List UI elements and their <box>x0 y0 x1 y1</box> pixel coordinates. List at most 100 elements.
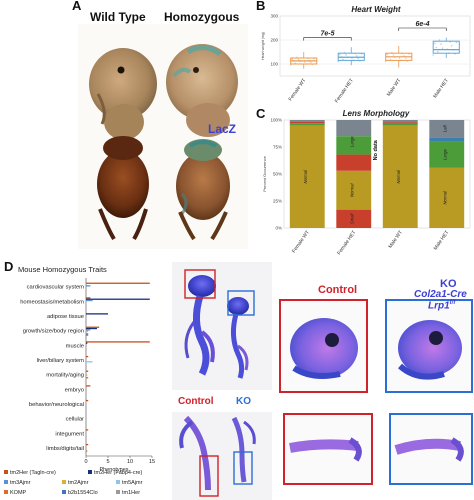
segment-label: Left <box>443 124 448 132</box>
data-point <box>432 54 434 56</box>
data-point <box>342 58 344 61</box>
segment-label: Large <box>443 149 448 160</box>
segment-label: Large <box>350 136 355 147</box>
bar <box>86 285 91 287</box>
bar <box>86 298 150 300</box>
data-point <box>405 57 407 60</box>
bar-segment <box>429 167 465 228</box>
bar-segment <box>336 136 372 147</box>
x-tick-label: Female WT <box>291 230 311 255</box>
limb-photo <box>179 415 256 497</box>
bar <box>86 370 89 372</box>
ko-label-top-3: Lrp1f/f <box>428 300 455 311</box>
x-tick-label: Female HET <box>336 230 357 256</box>
lens-morphology-chart: Lens Morphology Percent Occurrence 0% 25%… <box>262 109 471 256</box>
significance-bracket <box>303 37 352 41</box>
legend-swatch <box>4 490 8 494</box>
ko-limb-zoom-photo <box>394 437 464 462</box>
bar <box>86 355 89 358</box>
y-tick-label: 100% <box>270 118 282 123</box>
y-tick-label: 100 <box>270 62 278 67</box>
data-point <box>389 58 392 61</box>
ko-genotype-superscript: f/f <box>449 300 456 306</box>
category-label: adipose tissue <box>47 314 84 320</box>
x-tick-label: Male HET <box>432 78 450 100</box>
x-tick-label: 5 <box>106 459 109 465</box>
homozygous-lacz-photo <box>176 139 230 241</box>
control-label-top: Control <box>318 284 358 296</box>
y-tick-label: 200 <box>270 38 278 43</box>
segment-label: Normal <box>443 190 448 205</box>
data-point <box>441 47 444 49</box>
chart-title: Mouse Homozygous Traits <box>18 265 107 274</box>
data-point <box>392 54 395 56</box>
legend-label: KOMP <box>10 490 27 496</box>
legend-label: tm2Her (Tagln-cre) <box>10 470 56 476</box>
category-label: cardiovascular system <box>27 285 85 291</box>
category-label: homeostasis/metabolism <box>20 299 84 305</box>
chart-title: Lens Morphology <box>343 109 410 118</box>
bar <box>86 297 91 299</box>
bar-segment <box>429 120 465 138</box>
x-tick-label: Male WT <box>388 230 404 250</box>
bar-segment <box>429 137 465 142</box>
legend-swatch <box>4 470 8 474</box>
p-value-label: 6e-4 <box>415 21 429 28</box>
embryo-photos <box>78 24 248 249</box>
data-point <box>291 58 294 60</box>
data-point <box>455 41 458 44</box>
category-label: limbs/digits/tail <box>46 446 84 452</box>
panel-label-c: C <box>256 106 266 121</box>
skeletal-staining-photos <box>172 262 473 500</box>
ko-skull-photo <box>398 320 462 380</box>
bar <box>86 443 89 446</box>
legend-label: tm5Ajmr <box>122 480 143 486</box>
ko-genotype-text: Lrp1 <box>428 300 450 312</box>
bar <box>86 342 88 344</box>
box <box>432 40 460 54</box>
y-tick-label: 300 <box>270 14 278 19</box>
panel-label-a: A <box>72 0 82 13</box>
ko-label-top-1: KO <box>440 278 457 290</box>
chart-title: Heart Weight <box>351 5 401 14</box>
control-limb-zoom-photo <box>289 437 362 462</box>
ko-label-top-2: Col2a1-Cre <box>414 289 467 300</box>
bar-segment <box>336 147 372 155</box>
category-label: growth/size/body region <box>23 329 84 335</box>
x-tick-label: Female HET <box>334 78 355 104</box>
control-label-bottom: Control <box>178 396 214 407</box>
data-point <box>338 53 341 56</box>
bar <box>86 334 89 336</box>
data-point <box>357 57 360 60</box>
bar <box>86 333 89 335</box>
bar-segment <box>382 122 418 124</box>
category-label: muscle <box>66 343 84 349</box>
bar-segment <box>336 209 372 228</box>
y-tick-label: 75% <box>273 145 282 150</box>
legend-swatch <box>88 470 92 474</box>
category-label: cellular <box>66 417 84 423</box>
legend-label: tm2Her (Fabp4-cre) <box>94 470 142 476</box>
category-label: behavior/neurological <box>29 402 84 408</box>
bar-segment <box>382 125 418 228</box>
bar-segment <box>382 123 418 126</box>
bar-segment <box>289 120 325 122</box>
legend-swatch <box>62 490 66 494</box>
bar <box>86 329 91 331</box>
category-label: liver/biliary system <box>37 358 85 364</box>
data-point <box>433 42 436 45</box>
data-point <box>303 61 306 63</box>
bar <box>86 429 89 431</box>
data-point <box>310 61 312 64</box>
homozygous-label: Homozygous <box>164 10 240 24</box>
y-tick-label: 50% <box>273 172 282 177</box>
wild-type-label: Wild Type <box>90 10 146 24</box>
legend-label: b2b1554Clo <box>68 490 98 496</box>
bar <box>86 299 93 302</box>
data-point <box>450 44 453 47</box>
data-point <box>386 53 389 56</box>
data-point <box>438 39 441 41</box>
bar <box>86 341 150 343</box>
bar-segment <box>336 154 372 171</box>
category-label: mortality/aging <box>46 373 84 379</box>
